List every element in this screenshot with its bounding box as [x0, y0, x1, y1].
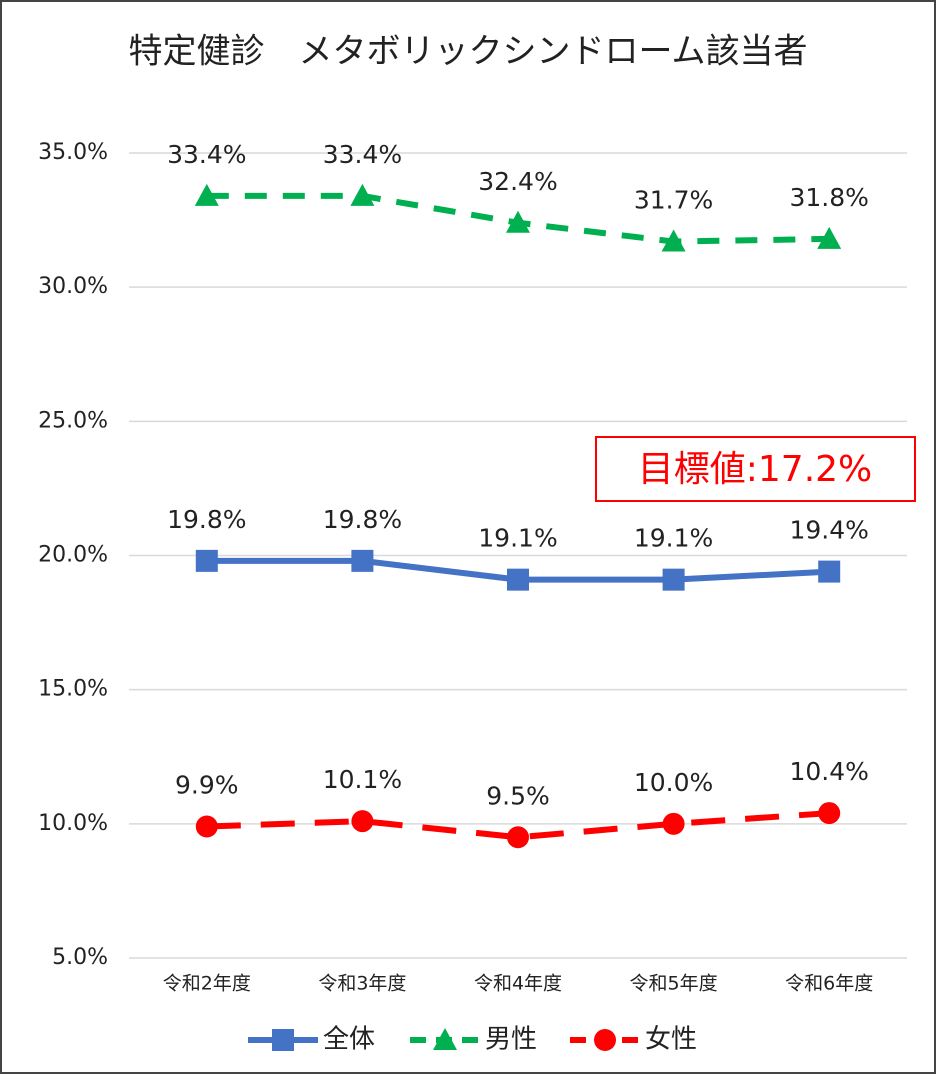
legend-label: 男性	[485, 1025, 537, 1055]
chart-title: 特定健診 メタボリックシンドローム該当者	[129, 32, 808, 72]
data-label: 19.1%	[634, 524, 713, 553]
annotation: 目標値:17.2%	[638, 449, 873, 490]
y-tick-label: 5.0%	[52, 945, 108, 970]
legend-marker	[433, 1028, 457, 1050]
data-point	[661, 229, 686, 252]
y-tick-label: 25.0%	[38, 408, 108, 433]
y-tick-label: 30.0%	[38, 274, 108, 299]
y-tick-label: 35.0%	[38, 140, 108, 165]
data-point	[351, 810, 374, 833]
legend-label: 全体	[323, 1025, 375, 1055]
data-label: 19.1%	[478, 524, 557, 553]
data-point	[817, 226, 842, 249]
data-label: 10.0%	[634, 768, 713, 797]
x-tick-label: 令和4年度	[474, 973, 562, 995]
data-point	[194, 183, 219, 206]
data-label: 9.9%	[175, 771, 239, 800]
data-point	[507, 826, 529, 849]
data-label: 19.4%	[789, 516, 868, 545]
data-point	[818, 560, 841, 583]
legend-marker	[272, 1029, 294, 1051]
data-point	[662, 568, 685, 591]
data-label: 10.4%	[789, 757, 868, 786]
data-label: 19.8%	[323, 505, 402, 534]
x-tick-label: 令和5年度	[630, 973, 718, 995]
legend-marker	[594, 1029, 616, 1051]
data-label: 33.4%	[167, 140, 246, 169]
x-tick-label: 令和3年度	[318, 973, 406, 995]
data-label: 31.7%	[634, 186, 713, 215]
annotation-box	[595, 436, 916, 502]
data-label: 10.1%	[323, 765, 402, 794]
data-label: 19.8%	[167, 505, 246, 534]
x-tick-label: 令和2年度	[163, 973, 251, 995]
y-tick-label: 20.0%	[38, 543, 108, 568]
data-point	[195, 815, 218, 838]
data-point	[662, 812, 685, 835]
data-point	[506, 210, 530, 233]
data-label: 9.5%	[486, 781, 550, 810]
x-tick-label: 令和6年度	[785, 973, 873, 995]
y-tick-label: 15.0%	[38, 677, 108, 702]
y-tick-label: 10.0%	[38, 811, 108, 836]
data-label: 33.4%	[323, 140, 402, 169]
data-label: 31.8%	[789, 183, 868, 212]
data-point	[818, 802, 841, 825]
data-point	[351, 549, 374, 572]
legend-label: 女性	[645, 1025, 697, 1055]
data-point	[350, 183, 375, 206]
data-label: 32.4%	[478, 167, 557, 196]
data-point	[507, 568, 529, 591]
data-point	[195, 549, 218, 572]
